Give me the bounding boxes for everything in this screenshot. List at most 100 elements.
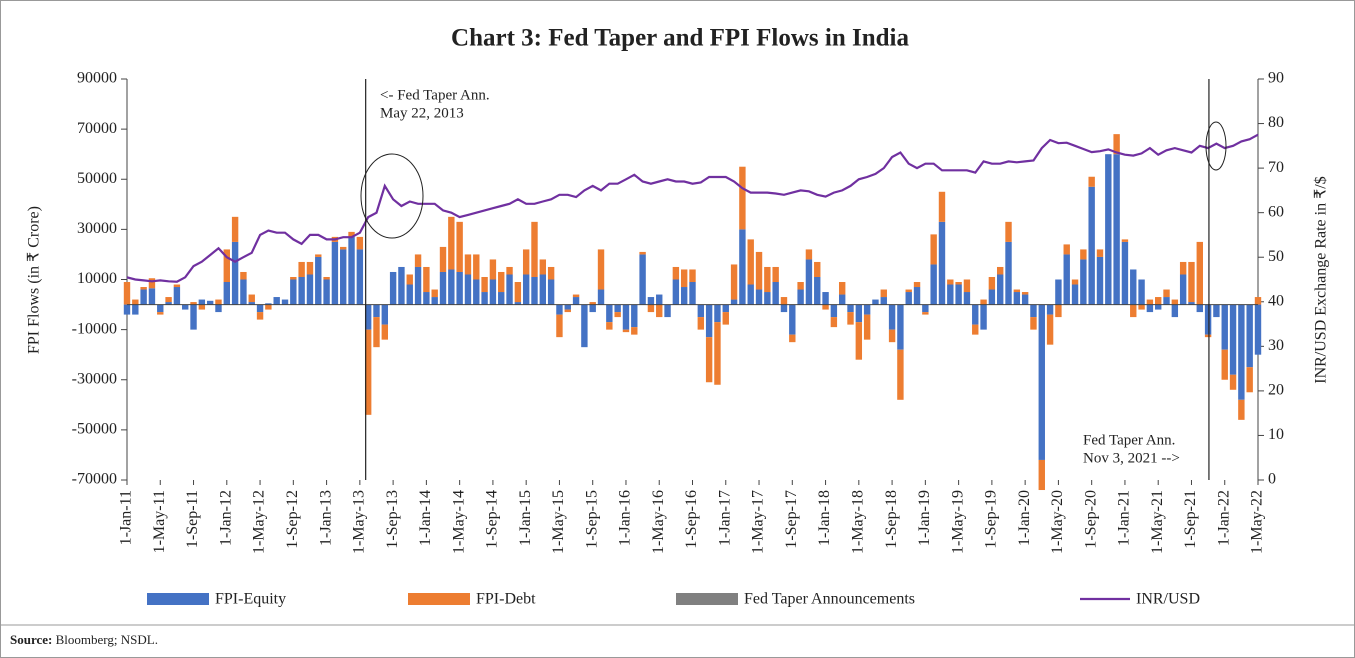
bar [872,299,879,305]
bar [539,274,547,305]
bar [464,254,472,275]
y-tick-label: 70000 [77,120,117,137]
bar [589,302,596,305]
legend-swatch [408,593,470,605]
x-tick-label: 1-Jan-17 [716,490,733,546]
bar [157,304,164,313]
bar [639,254,646,305]
bar [1096,256,1104,305]
bar [1229,304,1237,375]
bar [922,304,929,313]
bar [231,241,239,305]
bar [830,317,838,328]
bar [656,304,663,318]
bar [814,276,821,305]
legend-label: FPI-Debt [476,591,536,608]
y-tick-label: -70000 [72,471,117,488]
bar [838,294,846,305]
bar [1030,317,1037,330]
bar [572,294,580,298]
bar [340,246,347,250]
bar [1121,239,1129,242]
highlight [360,153,424,239]
bar [1138,304,1145,310]
bar [938,221,946,305]
bar [1229,374,1237,390]
legend-swatch [147,593,209,605]
bar [1013,289,1021,293]
bar [614,304,621,313]
bar [522,274,530,305]
bar [672,279,680,305]
x-tick-label: 1-Sep-16 [683,490,700,549]
bar [506,266,513,275]
bar [265,304,272,310]
bar [148,288,156,305]
bar [680,287,688,305]
bar [331,241,339,305]
bar [622,304,630,330]
source-label: Source: [10,632,52,647]
bar [589,304,596,313]
y-tick-label: 30000 [77,220,117,237]
bar [348,236,355,305]
bar [1254,304,1262,355]
bar [1254,297,1262,305]
bar [290,279,297,305]
x-tick-label: 1-Jan-19 [916,490,933,546]
bar [464,274,472,305]
bar [1096,249,1104,257]
bar [947,279,954,285]
legend-label: FPI-Equity [215,591,286,608]
bar [398,266,405,305]
bar [381,324,389,340]
bar [597,249,605,290]
x-tick-label: 1-Sep-17 [783,490,800,549]
bar [248,302,255,305]
bar [132,304,139,315]
bar [672,266,680,280]
bar [265,303,272,305]
bar [888,304,896,330]
bar [1046,304,1054,315]
bar [922,312,929,315]
y2-tick-label: 10 [1268,426,1284,443]
bar [697,317,705,330]
bar [1196,241,1203,305]
bar [1021,294,1029,305]
bar [481,292,488,305]
bar [1080,259,1087,305]
x-tick-label: 1-Sep-20 [1082,490,1099,549]
bar [980,304,987,330]
bar [1238,399,1245,420]
bar [182,304,189,310]
bar [381,304,389,325]
bar [1063,244,1070,255]
bar [148,278,156,289]
bar [256,304,264,313]
bar [556,304,563,315]
bar [597,289,605,305]
bar [1121,241,1129,305]
bar [423,292,430,305]
bar [1155,297,1162,305]
bar [140,287,147,290]
bar [1088,186,1095,305]
bar [972,304,979,325]
bar [913,287,921,305]
bar [315,256,322,305]
bar [123,304,131,315]
y2-tick-label: 50 [1268,248,1284,265]
bar [448,216,455,270]
y2-axis-label: INR/USD Exchange Rate in ₹/$ [1313,176,1330,383]
bar [1063,254,1070,305]
bar [722,312,729,325]
annotation: Nov 3, 2021 --> [1083,450,1180,466]
bar [1130,304,1137,318]
bar [1013,292,1021,305]
bar [689,269,696,283]
x-tick-label: 1-Jan-12 [217,490,234,546]
bar [772,282,779,305]
bar [123,282,131,305]
